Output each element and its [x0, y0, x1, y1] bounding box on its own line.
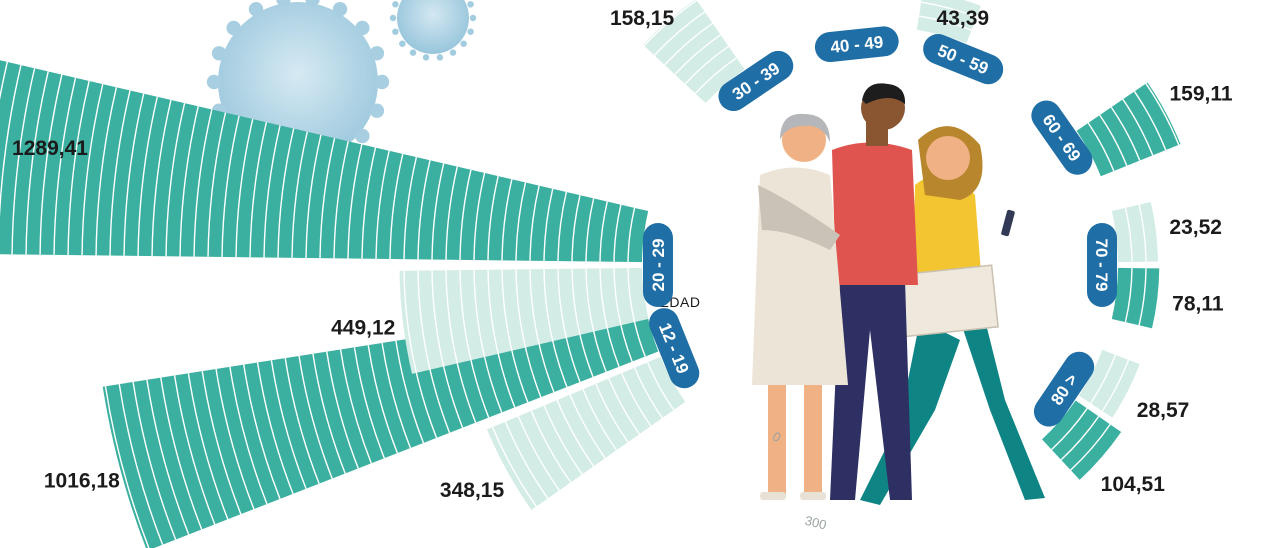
bar-dark-12-19: [102, 301, 659, 548]
data-label: 104,51: [1101, 473, 1166, 496]
bar-light-12-19: [486, 356, 686, 510]
data-label: 1016,18: [44, 469, 120, 492]
data-label: 348,15: [440, 479, 505, 502]
scale-tick: 300: [803, 513, 828, 533]
age-group-label: 70 - 79: [1092, 239, 1111, 292]
age-group-pill: 20 - 29: [643, 223, 673, 307]
data-label: 23,52: [1169, 216, 1222, 239]
coronavirus-icon: [389, 0, 477, 61]
three-people-walking-icon: [752, 83, 1045, 505]
age-group-pill: 40 - 49: [814, 26, 899, 63]
bar-light-70-79: [1111, 201, 1158, 263]
data-label: 158,15: [610, 7, 675, 30]
data-label: 78,11: [1172, 292, 1224, 315]
bar-dark-20-29: [0, 60, 649, 263]
data-label: 28,57: [1137, 399, 1190, 422]
data-label: 1289,41: [12, 137, 88, 160]
bar-dark-80-: [1042, 400, 1123, 481]
data-label: 43,39: [937, 7, 990, 30]
bar-light-80-: [1078, 349, 1140, 418]
bar-light-30-39: [643, 0, 745, 103]
bar-light-20-29: [399, 267, 649, 374]
bar-dark-60-69: [1076, 82, 1181, 177]
data-label: 449,12: [331, 317, 395, 340]
age-group-label: 20 - 29: [649, 239, 668, 292]
age-group-pill: 70 - 79: [1087, 223, 1117, 307]
bar-dark-70-79: [1111, 267, 1161, 329]
data-label: 159,11: [1169, 83, 1232, 106]
bar-light-50-59: [916, 0, 981, 44]
